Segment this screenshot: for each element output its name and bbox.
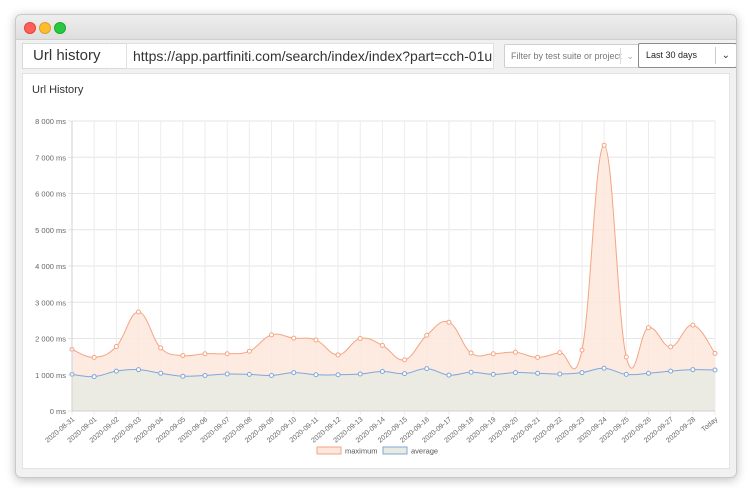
breadcrumb-arrow-icon bbox=[109, 43, 121, 69]
average-data-point bbox=[535, 370, 541, 376]
app-window: Url history https://app.partfiniti.com/s… bbox=[15, 14, 737, 478]
maximum-data-point bbox=[424, 332, 430, 338]
y-tick-label: 7 000 ms bbox=[35, 153, 66, 162]
y-tick-label: 3 000 ms bbox=[35, 298, 66, 307]
maximum-data-point bbox=[579, 347, 585, 353]
maximum-data-point bbox=[136, 309, 142, 315]
average-data-point bbox=[468, 369, 474, 375]
url-history-panel: Url History 0 ms 1 000 ms 2 000 ms 3 000 ms… bbox=[22, 73, 730, 469]
url-history-chart: 0 ms 1 000 ms 2 000 ms 3 000 ms 4 000 ms 5 00… bbox=[35, 117, 720, 456]
maximum-data-point bbox=[113, 343, 119, 349]
average-data-point bbox=[313, 372, 319, 378]
maximum-data-point bbox=[91, 354, 97, 360]
y-tick-label: 8 000 ms bbox=[35, 117, 66, 126]
average-data-point bbox=[180, 373, 186, 379]
maximum-data-point bbox=[446, 319, 452, 325]
maximum-data-point bbox=[246, 348, 252, 354]
maximum-data-point bbox=[712, 350, 718, 356]
average-series-area bbox=[72, 368, 715, 411]
close-window-button[interactable] bbox=[24, 22, 36, 34]
maximum-data-point bbox=[490, 351, 496, 357]
average-data-point bbox=[601, 365, 607, 371]
y-tick-label: 5 000 ms bbox=[35, 226, 66, 235]
average-data-point bbox=[446, 372, 452, 378]
average-data-point bbox=[690, 367, 696, 373]
legend-swatch-maximum bbox=[316, 446, 342, 455]
maximum-data-point bbox=[158, 345, 164, 351]
filter-select-divider bbox=[620, 48, 621, 64]
x-tick-label: Today bbox=[700, 416, 719, 434]
maximum-data-point bbox=[468, 350, 474, 356]
y-tick-label: 2 000 ms bbox=[35, 335, 66, 344]
average-data-point bbox=[291, 370, 297, 376]
date-range-select[interactable]: Last 30 days ⌄ bbox=[638, 43, 736, 68]
maximum-data-point bbox=[690, 322, 696, 328]
average-data-point bbox=[158, 370, 164, 376]
average-data-point bbox=[712, 367, 718, 373]
average-data-point bbox=[402, 371, 408, 377]
filter-select-placeholder: Filter by test suite or project bbox=[511, 51, 622, 61]
y-tick-label: 0 ms bbox=[50, 407, 67, 416]
maximum-data-point bbox=[224, 351, 230, 357]
y-tick-label: 6 000 ms bbox=[35, 190, 66, 199]
average-data-point bbox=[623, 371, 629, 377]
chevron-down-icon: ⌄ bbox=[721, 50, 730, 61]
average-data-point bbox=[490, 371, 496, 377]
y-tick-label: 4 000 ms bbox=[35, 262, 66, 271]
maximum-data-point bbox=[202, 351, 208, 357]
average-data-point bbox=[113, 368, 119, 374]
maximum-data-point bbox=[313, 337, 319, 343]
date-range-value: Last 30 days bbox=[646, 50, 698, 60]
maximum-data-point bbox=[645, 325, 651, 331]
average-data-point bbox=[224, 371, 230, 377]
maximum-data-point bbox=[357, 336, 363, 341]
average-data-point bbox=[246, 371, 252, 377]
average-data-point bbox=[357, 371, 363, 377]
average-data-point bbox=[269, 372, 275, 378]
maximum-data-point bbox=[335, 352, 341, 358]
y-tick-label: 1 000 ms bbox=[35, 371, 66, 380]
average-data-point bbox=[335, 372, 341, 378]
url-breadcrumb: https://app.partfiniti.com/search/index/… bbox=[126, 43, 494, 69]
maximum-data-point bbox=[180, 353, 186, 359]
maximum-data-point bbox=[269, 332, 275, 338]
maximum-data-point bbox=[402, 357, 408, 363]
average-data-point bbox=[557, 371, 563, 377]
average-data-point bbox=[645, 370, 651, 376]
maximum-data-point bbox=[512, 349, 518, 355]
average-data-point bbox=[379, 368, 385, 374]
window-titlebar bbox=[16, 15, 736, 40]
average-data-point bbox=[424, 366, 430, 372]
date-range-divider bbox=[715, 47, 716, 64]
average-data-point bbox=[91, 374, 97, 380]
panel-title: Url History bbox=[32, 84, 84, 96]
maximum-data-point bbox=[291, 335, 297, 341]
maximum-data-point bbox=[601, 142, 607, 148]
legend-swatch-average bbox=[382, 446, 408, 455]
legend-label-average: average bbox=[411, 447, 438, 456]
filter-select[interactable]: Filter by test suite or project ⌄ bbox=[504, 44, 640, 68]
legend-label-maximum: maximum bbox=[345, 447, 378, 456]
average-data-point bbox=[579, 370, 585, 376]
average-data-point bbox=[668, 368, 674, 374]
maximum-data-point bbox=[379, 342, 385, 348]
average-data-point bbox=[136, 367, 142, 373]
maximum-data-point bbox=[535, 354, 541, 360]
maximize-window-button[interactable] bbox=[54, 22, 66, 34]
maximum-data-point bbox=[557, 350, 563, 356]
minimize-window-button[interactable] bbox=[39, 22, 51, 34]
average-data-point bbox=[512, 370, 518, 376]
toolbar: Url history https://app.partfiniti.com/s… bbox=[16, 43, 736, 73]
maximum-data-point bbox=[623, 354, 629, 360]
maximum-data-point bbox=[668, 344, 674, 350]
chevron-down-icon: ⌄ bbox=[626, 51, 634, 61]
average-data-point bbox=[202, 372, 208, 378]
